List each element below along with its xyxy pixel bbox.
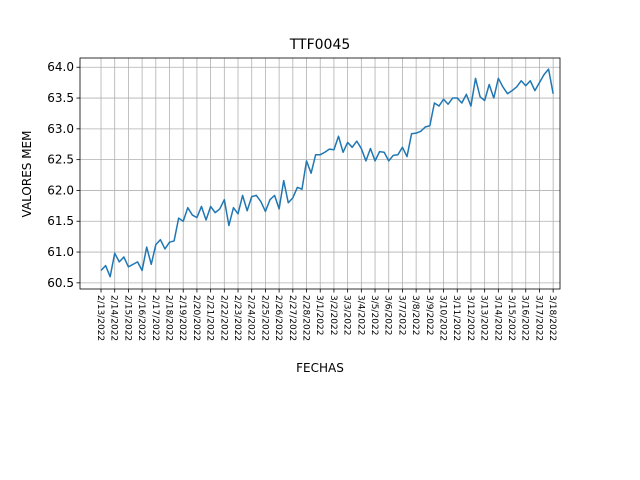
x-tick-label: 3/3/2022 [342,295,352,335]
x-tick-label: 3/12/2022 [465,295,475,341]
x-tick-label: 2/27/2022 [287,295,297,341]
x-tick-label: 3/1/2022 [314,295,324,335]
x-tick-label: 3/8/2022 [410,295,420,335]
y-tick-label: 61.0 [47,245,74,259]
x-tick-label: 3/9/2022 [424,295,434,335]
x-tick-label: 3/4/2022 [355,295,365,335]
x-tick-label: 2/22/2022 [218,295,228,341]
x-tick-label: 2/23/2022 [232,295,242,341]
x-tick-label: 3/15/2022 [506,295,516,341]
x-tick-label: 2/19/2022 [177,295,187,341]
y-tick-label: 64.0 [47,60,74,74]
y-tick-label: 62.0 [47,183,74,197]
x-tick-label: 3/18/2022 [547,295,557,341]
x-tick-label: 2/28/2022 [301,295,311,341]
plot-frame [79,57,561,290]
x-tick-label: 2/18/2022 [164,295,174,341]
x-tick-label: 3/14/2022 [492,295,502,341]
x-tick-label: 2/16/2022 [136,295,146,341]
x-tick-label: 2/20/2022 [191,295,201,341]
x-tick-label: 2/24/2022 [246,295,256,341]
x-tick-label: 2/14/2022 [109,295,119,341]
x-tick-label: 3/10/2022 [438,295,448,341]
x-tick-label: 3/5/2022 [369,295,379,335]
x-tick-label: 2/25/2022 [259,295,269,341]
x-tick-label: 2/15/2022 [122,295,132,341]
x-tick-label: 2/17/2022 [150,295,160,341]
x-tick-label: 3/17/2022 [533,295,543,341]
x-axis-label: FECHAS [296,361,344,375]
x-tick-label: 3/13/2022 [479,295,489,341]
y-axis-label: VALORES MEM [20,131,34,218]
y-tick-label: 63.5 [47,91,74,105]
y-tick-label: 63.0 [47,122,74,136]
x-tick-label: 2/26/2022 [273,295,283,341]
y-tick-label: 62.5 [47,153,74,167]
x-tick-label: 2/13/2022 [95,295,105,341]
x-tick-label: 3/6/2022 [383,295,393,335]
x-tick-label: 3/11/2022 [451,295,461,341]
x-tick-label: 3/2/2022 [328,295,338,335]
y-tick-label: 61.5 [47,214,74,228]
y-tick-label: 60.5 [47,276,74,290]
x-tick-label: 3/7/2022 [396,295,406,335]
x-tick-label: 3/16/2022 [520,295,530,341]
x-tick-label: 2/21/2022 [205,295,215,341]
data-line [100,68,554,278]
chart-title: TTF0045 [289,37,351,53]
